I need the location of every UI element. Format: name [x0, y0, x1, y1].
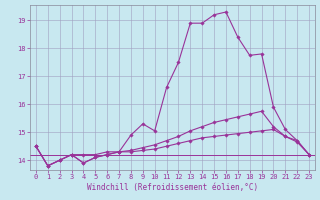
X-axis label: Windchill (Refroidissement éolien,°C): Windchill (Refroidissement éolien,°C)	[87, 183, 258, 192]
